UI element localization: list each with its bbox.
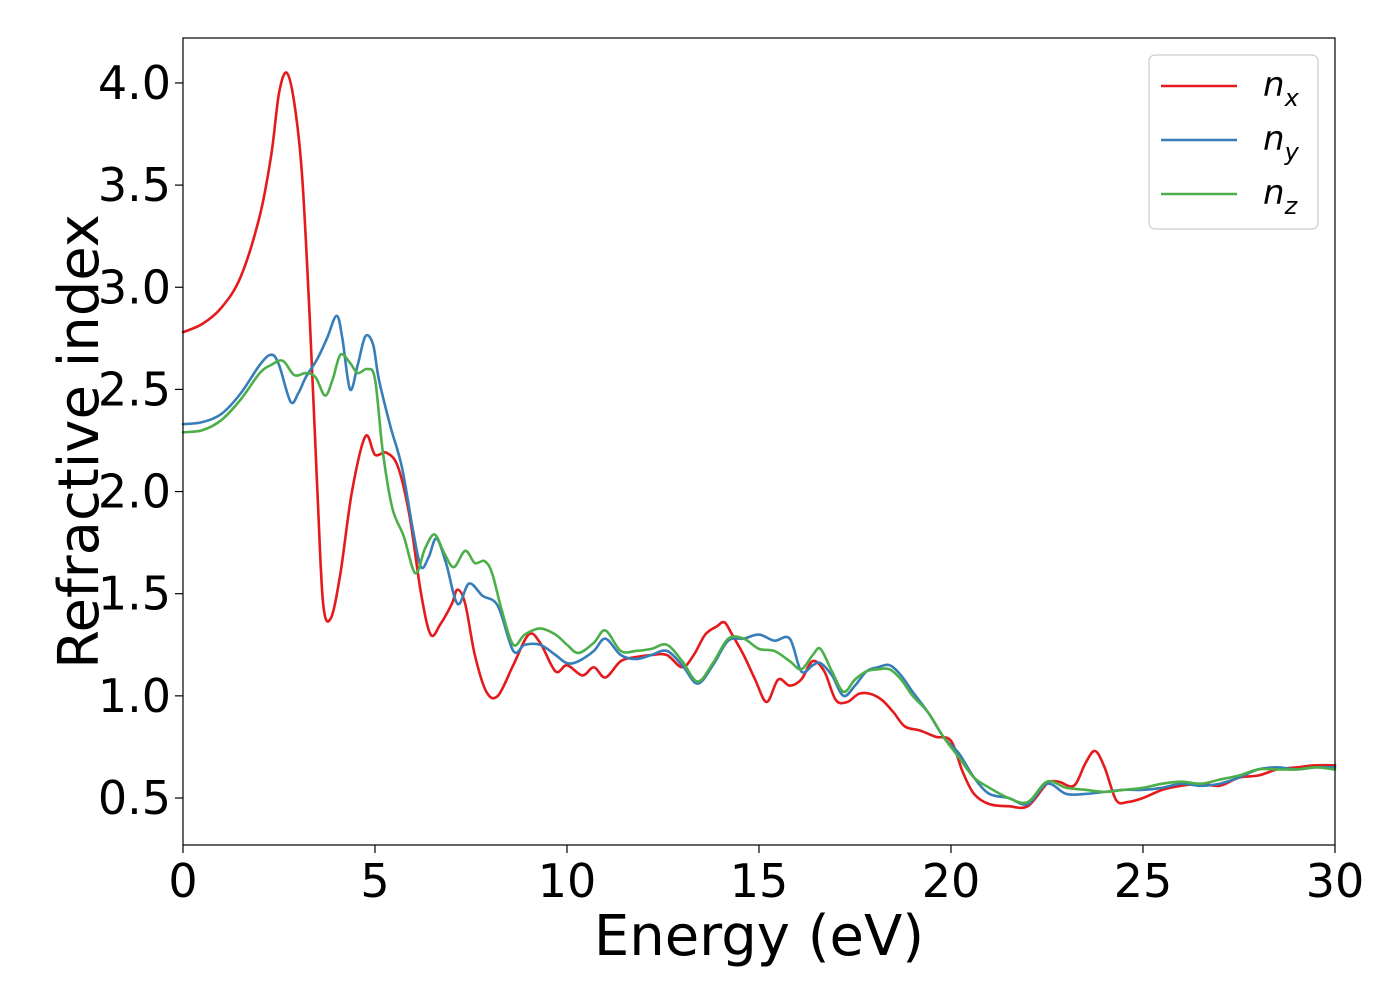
x-axis-title: Energy (eV) [594,904,924,969]
y-tick-label: 2.5 [98,362,171,416]
legend-label-y: ny [1263,119,1300,166]
series-line-x [181,71,1337,810]
y-tick-label: 0.5 [98,771,171,825]
x-tick-label: 30 [1306,854,1365,908]
x-tick-label: 15 [730,854,789,908]
x-tick-label: 25 [1114,854,1173,908]
legend-label-subscript: z [1284,192,1299,220]
y-axis-title: Refractive index [47,214,112,669]
plot-frame [182,37,1336,846]
tick-layer: 0 5 10 15 20 25 30 0.5 1.0 1.5 2.0 2.5 3.0 3.5 4.0 [98,56,1364,908]
y-tick-label: 2.0 [98,465,171,519]
y-tick-label: 1.5 [98,567,171,621]
legend-label-z: nz [1263,173,1299,220]
series-line-y [181,314,1337,806]
legend-label-subscript: x [1284,84,1300,112]
legend-box [1148,54,1319,230]
x-tick-label: 10 [538,854,597,908]
x-tick-label: 5 [360,854,389,908]
y-tick-label: 1.0 [98,669,171,723]
series-line-z [181,352,1337,805]
x-tick-label: 0 [168,854,197,908]
x-tick-label: 20 [922,854,981,908]
legend-label-subscript: y [1284,138,1300,166]
legend-label-base: n [1263,119,1285,159]
legend-label-x: nx [1263,65,1300,112]
y-tick-label: 4.0 [98,56,171,110]
y-tick-label: 3.5 [98,158,171,212]
y-tick-label: 3.0 [98,260,171,314]
legend-label-base: n [1263,65,1285,105]
legend-label-base: n [1263,173,1285,213]
series-layer [181,71,1337,810]
